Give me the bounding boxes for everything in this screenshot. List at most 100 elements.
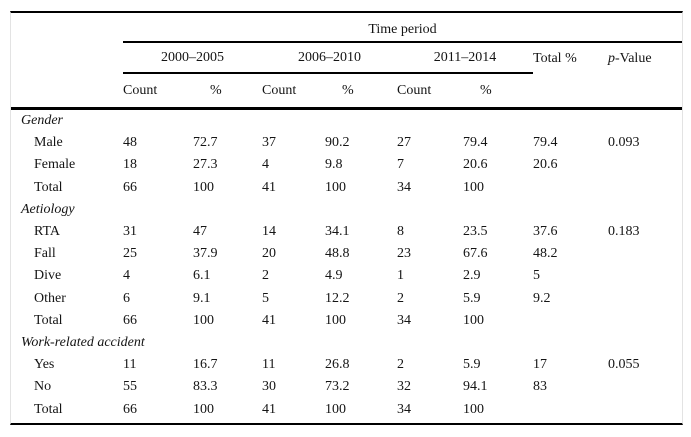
table-row: Male 48 72.7 37 90.2 27 79.4 79.4 0.093: [11, 132, 682, 154]
data-cell: 34: [397, 179, 411, 195]
row-label: No: [34, 379, 52, 395]
table-row: Other 6 9.1 5 12.2 2 5.9 9.2: [11, 288, 682, 310]
data-cell: 4: [262, 157, 269, 173]
row-label: Yes: [34, 357, 55, 373]
column-header-pct: %: [342, 82, 354, 98]
data-cell: 37.9: [193, 246, 218, 262]
data-cell: 7: [397, 157, 404, 173]
table-body: Gender Male 48 72.7 37 90.2 27 79.4 79.4 0.093 Fem…: [11, 110, 682, 423]
data-cell: 14: [262, 224, 276, 240]
data-cell: 32: [397, 379, 411, 395]
row-label: Female: [34, 157, 76, 173]
time-period-label: Time period: [368, 22, 437, 37]
data-cell: 83: [533, 379, 547, 395]
data-cell: 18: [123, 157, 137, 173]
p-value-header: p-Value: [608, 43, 682, 74]
data-cell: 100: [463, 312, 484, 328]
data-cell: 0.055: [608, 357, 640, 373]
section-title: Gender: [21, 113, 63, 129]
data-cell: 66: [123, 179, 137, 195]
data-cell: 41: [262, 312, 276, 328]
period-header-2011-2014: 2011–2014: [397, 43, 533, 74]
table-row: Female 18 27.3 4 9.8 7 20.6 20.6: [11, 154, 682, 176]
row-label: Total: [34, 401, 63, 417]
data-cell: 100: [463, 401, 484, 417]
data-cell: 48.2: [533, 246, 558, 262]
table-row: Total 66 100 41 100 34 100: [11, 177, 682, 199]
data-cell: 34: [397, 401, 411, 417]
data-cell: 27.3: [193, 157, 218, 173]
data-cell: 16.7: [193, 357, 218, 373]
data-cell: 48.8: [325, 246, 350, 262]
section-title: Work-related accident: [21, 334, 145, 350]
table-row: No 55 83.3 30 73.2 32 94.1 83: [11, 376, 682, 398]
data-cell: 2.9: [463, 268, 481, 284]
header-row-count-pct: Count % Count % Count %: [11, 74, 682, 110]
data-cell: 4: [123, 268, 130, 284]
data-cell: 79.4: [463, 135, 488, 151]
data-cell: 72.7: [193, 135, 218, 151]
total-pct-header: Total %: [533, 50, 577, 66]
column-header-count: Count: [123, 82, 158, 98]
row-label: Total: [34, 179, 63, 195]
row-label: Fall: [34, 246, 56, 262]
row-label: Other: [34, 290, 66, 306]
data-cell: 8: [397, 224, 404, 240]
period-header-2000-2005: 2000–2005: [123, 43, 262, 74]
data-cell: 20.6: [463, 157, 488, 173]
data-cell: 67.6: [463, 246, 488, 262]
data-cell: 20: [262, 246, 276, 262]
data-cell: 100: [193, 179, 214, 195]
data-cell: 25: [123, 246, 137, 262]
data-cell: 6: [123, 290, 130, 306]
column-header-count: Count: [397, 82, 432, 98]
data-cell: 5.9: [463, 290, 481, 306]
data-cell: 17: [533, 357, 547, 373]
column-header-pct: %: [480, 82, 492, 98]
data-cell: 20.6: [533, 157, 558, 173]
data-cell: 90.2: [325, 135, 350, 151]
data-cell: 6.1: [193, 268, 211, 284]
data-cell: 9.2: [533, 290, 551, 306]
data-cell: 1: [397, 268, 404, 284]
data-cell: 27: [397, 135, 411, 151]
data-cell: 0.183: [608, 224, 640, 240]
data-cell: 41: [262, 401, 276, 417]
data-cell: 5: [262, 290, 269, 306]
statistics-table: Time period 2000–2005 2006–2010 2011–201…: [10, 11, 683, 425]
data-cell: 26.8: [325, 357, 350, 373]
data-cell: 4.9: [325, 268, 343, 284]
row-label: Dive: [34, 268, 62, 284]
data-cell: 94.1: [463, 379, 488, 395]
data-cell: 100: [193, 312, 214, 328]
data-cell: 11: [123, 357, 137, 373]
p-value-italic-p: p: [608, 50, 615, 66]
data-cell: 30: [262, 379, 276, 395]
p-value-suffix: -Value: [615, 50, 652, 66]
table-row: Total 66 100 41 100 34 100: [11, 398, 682, 420]
empty-corner-cell: [11, 13, 123, 43]
data-cell: 100: [325, 312, 346, 328]
data-cell: 11: [262, 357, 276, 373]
data-cell: 2: [397, 357, 404, 373]
row-label: Male: [34, 135, 63, 151]
table-row: Total 66 100 41 100 34 100: [11, 310, 682, 332]
data-cell: 100: [325, 401, 346, 417]
data-cell: 31: [123, 224, 137, 240]
data-cell: 0.093: [608, 135, 640, 151]
data-cell: 9.8: [325, 157, 343, 173]
data-cell: 100: [325, 179, 346, 195]
row-label: RTA: [34, 224, 61, 240]
data-cell: 79.4: [533, 135, 558, 151]
column-header-pct: %: [210, 82, 222, 98]
header-row-periods: 2000–2005 2006–2010 2011–2014 Total % p-…: [11, 43, 682, 74]
empty-label-cell: [11, 43, 123, 74]
data-cell: 5: [533, 268, 540, 284]
data-cell: 100: [463, 179, 484, 195]
data-cell: 100: [193, 401, 214, 417]
data-cell: 34: [397, 312, 411, 328]
data-cell: 41: [262, 179, 276, 195]
table-row: Fall 25 37.9 20 48.8 23 67.6 48.2: [11, 243, 682, 265]
data-cell: 34.1: [325, 224, 350, 240]
